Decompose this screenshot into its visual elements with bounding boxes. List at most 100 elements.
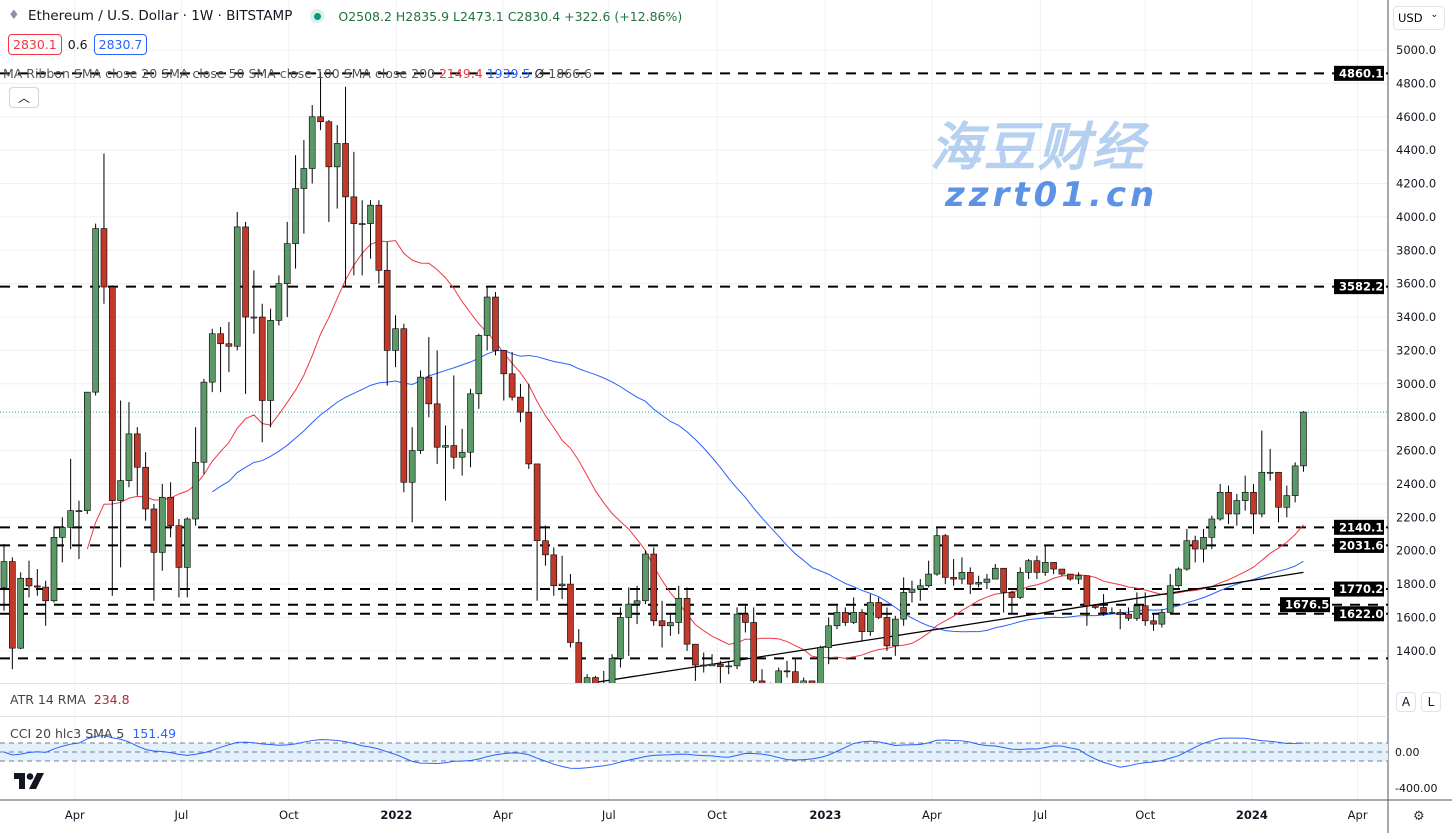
candle [658,600,666,648]
candle [1191,535,1199,563]
candle [875,597,882,620]
candle [108,285,116,596]
candle-body [1025,560,1032,573]
candle-body [941,535,949,578]
candle [767,682,773,689]
candle [567,574,574,648]
atr-legend[interactable]: ATR 14 RMA 234.8 [10,692,130,707]
candle-body [683,597,691,645]
candle [117,400,124,568]
candle-body [1233,500,1241,515]
settings-gear-icon[interactable]: ⚙ [1413,809,1425,824]
candle [542,525,549,566]
candle-body [658,620,666,627]
atr-label: ATR 14 RMA [10,692,86,707]
grid [0,0,1388,800]
candle [642,550,649,605]
candle [617,607,624,668]
candle-body [417,376,424,451]
candle [508,352,516,401]
cci-value: 151.49 [132,726,177,741]
candle [1208,515,1216,550]
candle-body [817,647,824,683]
candle [583,674,591,683]
candle-body [1091,605,1099,608]
time-axis-label: 2024 [1236,808,1268,822]
candle-body [1291,465,1299,496]
symbol-title[interactable]: Ethereum / U.S. Dollar · 1W · BITSTAMP [28,8,293,24]
candle-body [400,328,408,483]
sell-price-button[interactable]: 2830.1 [8,34,62,55]
chevron-down-icon: ⌄ [1430,10,1438,20]
candle-body [767,684,773,689]
ma-ribbon-legend[interactable]: MA Ribbon SMA close 20 SMA close 50 SMA … [3,66,592,81]
candle [1058,568,1066,576]
symbol-legend: ♦ Ethereum / U.S. Dollar · 1W · BITSTAMP… [8,8,682,24]
candle [892,615,899,656]
candle [200,378,208,474]
candle-body [1283,495,1291,508]
candle [1216,483,1224,521]
candle [175,518,183,598]
time-axis-label: 2022 [380,808,412,822]
level-price-tag [1334,581,1384,597]
candle-body [1300,411,1307,467]
candle [208,328,216,393]
candle [308,105,316,184]
candle [1225,485,1232,524]
cci-legend[interactable]: CCI 20 hlc3 SMA 5 151.49 [10,726,176,741]
currency-select[interactable]: USD ⌄ [1393,6,1445,30]
candle-body [167,496,174,526]
price-axis-label: 3400.0 [1396,310,1436,324]
candle [158,483,166,571]
candle-body [9,561,16,649]
candle-body [1000,567,1007,593]
candle [142,452,149,521]
buy-price-button[interactable]: 2830.7 [93,34,148,55]
candle [1183,529,1191,571]
candle-body [508,373,516,398]
candle [908,580,916,603]
sma200-value: 1866.6 [548,66,593,81]
level-price-tag [1334,65,1384,81]
time-axis-label: 2023 [809,808,841,822]
candle-body [733,613,741,667]
candle-body [283,243,291,284]
candle-body [150,508,158,553]
price-axis-label: 1600.0 [1396,610,1436,624]
price-axis-label: 2600.0 [1396,444,1436,458]
candle [75,500,83,560]
candle-body [75,510,83,512]
candle-body [175,525,183,568]
candle-body [59,527,66,538]
candle [59,517,66,563]
candle [1175,567,1182,588]
candle [250,270,258,334]
tradingview-logo[interactable] [14,773,44,789]
candle [683,587,691,651]
main-pane [0,72,1388,689]
candle [650,547,658,626]
candle-body [1183,540,1191,570]
candle-body [583,677,591,683]
auto-scale-button[interactable]: A [1396,692,1416,712]
cci-axis-label: -400.00 [1395,782,1437,795]
candle-body [933,535,941,575]
candle [558,555,566,600]
candle-body [67,510,74,528]
candle [1016,567,1024,600]
candle [375,200,383,284]
time-axis-label: Oct [279,808,299,822]
price-axis-label: 3200.0 [1396,343,1436,357]
candle [467,388,474,468]
candle [633,585,641,625]
collapse-legend-button[interactable]: ︿ [9,87,39,108]
candle [1075,572,1082,585]
candle-body [525,411,533,465]
candle-body [800,680,807,683]
candle [408,427,416,523]
log-scale-button[interactable]: L [1421,692,1441,712]
candle [350,151,358,276]
level-price-tag [1280,597,1330,613]
